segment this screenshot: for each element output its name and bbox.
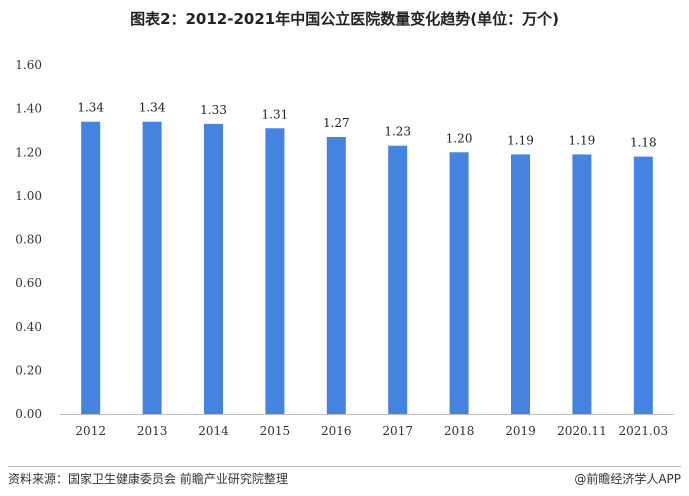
bar [81, 121, 101, 415]
y-tick-label: 0.60 [15, 276, 42, 290]
y-tick-label: 1.00 [15, 189, 42, 203]
data-label: 1.27 [323, 116, 350, 130]
data-label: 1.20 [446, 131, 473, 145]
x-tick-label: 2015 [260, 424, 291, 438]
bar [449, 152, 469, 414]
x-tick-label: 2020.11 [557, 424, 607, 438]
y-tick-label: 0.40 [15, 320, 42, 334]
bar [265, 128, 285, 414]
y-tick-label: 1.40 [15, 102, 42, 116]
data-labels: 1.34 1.34 1.33 1.31 1.27 1.23 1.20 1.19 1.19 1.18 [77, 101, 656, 150]
x-tick-label: 2018 [444, 424, 475, 438]
bar [142, 121, 162, 415]
y-tick-label: 1.20 [15, 145, 42, 159]
x-tick-label: 2016 [321, 424, 352, 438]
y-tick-label: 0.20 [15, 363, 42, 377]
bar [204, 123, 223, 415]
y-tick-label: 1.60 [15, 58, 42, 72]
bar [511, 154, 530, 414]
source-note: 资料来源：国家卫生健康委员会 前瞻产业研究院整理 [8, 472, 288, 486]
data-label: 1.34 [139, 101, 166, 115]
x-tick-label: 2017 [382, 424, 413, 438]
bars [81, 121, 653, 415]
x-tick-label: 2019 [505, 424, 536, 438]
x-tick-label: 2021.03 [618, 424, 668, 438]
x-axis: 2012 2013 2014 2015 2016 2017 2018 2019 2020.11 2… [60, 414, 674, 438]
data-label: 1.19 [569, 133, 596, 147]
data-label: 1.34 [77, 101, 104, 115]
bar [388, 145, 408, 415]
data-label: 1.19 [507, 133, 534, 147]
chart-title: 图表2：2012-2021年中国公立医院数量变化趋势(单位：万个) [130, 10, 559, 28]
footer: 资料来源：国家卫生健康委员会 前瞻产业研究院整理 @前瞻经济学人APP [8, 466, 681, 490]
x-tick-label: 2012 [75, 424, 106, 438]
data-label: 1.33 [200, 103, 227, 117]
x-tick-label: 2014 [198, 424, 229, 438]
data-label: 1.31 [262, 107, 289, 121]
bar [572, 154, 592, 414]
y-tick-label: 0.00 [15, 407, 42, 421]
data-label: 1.18 [630, 136, 657, 150]
bar [633, 156, 653, 415]
y-tick-label: 0.80 [15, 233, 42, 247]
brand-credit: @前瞻经济学人APP [574, 472, 681, 486]
x-tick-label: 2013 [137, 424, 168, 438]
y-axis: 0.00 0.20 0.40 0.60 0.80 1.00 1.20 1.40 1.60 [15, 58, 42, 421]
data-label: 1.23 [384, 125, 411, 139]
bar [326, 136, 346, 414]
